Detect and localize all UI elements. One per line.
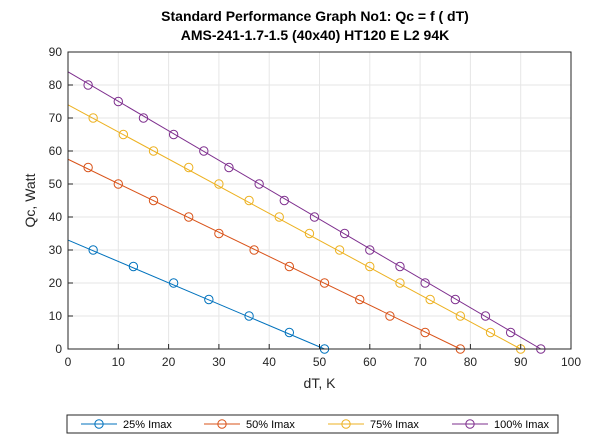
data-point <box>365 261 375 272</box>
legend-swatch-marker <box>465 419 475 429</box>
data-point <box>168 129 179 140</box>
data-point <box>395 261 405 272</box>
series-layer <box>67 71 546 354</box>
data-point <box>334 245 345 255</box>
series-100-imax <box>67 71 546 354</box>
data-point <box>425 294 435 305</box>
series-line <box>67 158 461 350</box>
x-tick-label: 40 <box>263 355 277 369</box>
data-point <box>168 278 179 288</box>
x-axis-label: dT, K <box>304 375 337 391</box>
data-point <box>339 228 350 239</box>
data-point <box>284 327 295 338</box>
data-point <box>395 278 405 288</box>
x-tick-label: 0 <box>65 355 72 369</box>
y-tick-label: 90 <box>49 45 63 59</box>
x-tick-label: 70 <box>413 355 427 369</box>
data-point <box>138 113 149 123</box>
data-point <box>420 327 430 338</box>
data-point <box>254 179 264 189</box>
legend-swatch-marker <box>217 419 227 429</box>
data-point <box>83 162 93 173</box>
y-tick-label: 40 <box>49 210 63 224</box>
legend-item: 100% Imax <box>452 419 550 431</box>
data-point <box>88 113 98 123</box>
grid-lines <box>68 52 571 349</box>
series-line <box>67 239 325 350</box>
x-tick-label: 20 <box>162 355 176 369</box>
y-tick-label: 50 <box>49 177 63 191</box>
y-tick-label: 20 <box>49 276 63 290</box>
series-line <box>67 71 542 350</box>
legend-swatch-marker <box>94 419 104 429</box>
data-point <box>249 245 259 255</box>
data-point <box>274 212 284 222</box>
data-point <box>204 294 214 305</box>
data-point <box>284 261 295 272</box>
legend: 25% Imax 50% Imax 75% Imax 100% Imax <box>81 419 550 431</box>
x-tick-label: 80 <box>464 355 478 369</box>
data-point <box>244 311 254 321</box>
data-point <box>118 129 129 140</box>
y-tick-label: 70 <box>49 111 63 125</box>
data-point <box>450 294 461 305</box>
legend-swatch-marker <box>341 419 351 429</box>
x-tick-label: 60 <box>363 355 377 369</box>
data-point <box>365 245 375 255</box>
data-point <box>420 278 430 288</box>
x-tick-label: 100 <box>561 355 581 369</box>
data-point <box>485 327 496 338</box>
data-point <box>128 261 139 272</box>
legend-label: 25% Imax <box>123 419 172 431</box>
data-point <box>148 195 159 206</box>
data-point <box>505 327 516 338</box>
legend-label: 75% Imax <box>370 419 419 431</box>
data-point <box>480 311 491 321</box>
legend-label: 100% Imax <box>494 419 550 431</box>
axis-ticks: 0 10 20 30 40 50 60 70 80 90 100 0 10 20 30 40 50 60 70 80 9… <box>49 45 582 369</box>
data-point <box>309 212 320 222</box>
x-tick-label: 90 <box>514 355 528 369</box>
y-tick-label: 30 <box>49 243 63 257</box>
chart-subtitle: AMS-241-1.7-1.5 (40x40) HT120 E L2 94K <box>181 27 449 43</box>
legend-item: 25% Imax <box>81 419 172 431</box>
x-tick-label: 30 <box>212 355 226 369</box>
data-point <box>88 245 98 255</box>
series-line <box>67 104 521 350</box>
data-point <box>455 311 466 321</box>
legend-item: 75% Imax <box>328 419 419 431</box>
data-point <box>304 228 315 239</box>
data-point <box>113 179 124 189</box>
data-point <box>83 80 93 90</box>
x-tick-label: 50 <box>313 355 327 369</box>
data-point <box>148 146 159 156</box>
y-tick-label: 80 <box>49 78 63 92</box>
data-point <box>214 228 224 239</box>
data-point <box>385 311 395 321</box>
data-point <box>355 294 365 305</box>
data-point <box>184 212 194 222</box>
y-axis-label: Qc, Watt <box>22 173 38 227</box>
data-point <box>214 179 224 189</box>
data-point <box>279 195 289 206</box>
x-tick-label: 10 <box>112 355 126 369</box>
legend-item: 50% Imax <box>204 419 295 431</box>
legend-label: 50% Imax <box>246 419 295 431</box>
y-tick-label: 0 <box>55 342 62 356</box>
series-25-imax <box>67 239 330 354</box>
data-point <box>319 278 330 288</box>
data-point <box>244 195 254 206</box>
data-point <box>199 146 209 156</box>
legend-box <box>66 414 559 434</box>
y-tick-label: 10 <box>49 309 63 323</box>
y-tick-label: 60 <box>49 144 63 158</box>
data-point <box>113 96 124 107</box>
chart-title: Standard Performance Graph No1: Qc = f (… <box>161 8 469 24</box>
data-point <box>224 162 234 173</box>
data-point <box>184 162 194 173</box>
